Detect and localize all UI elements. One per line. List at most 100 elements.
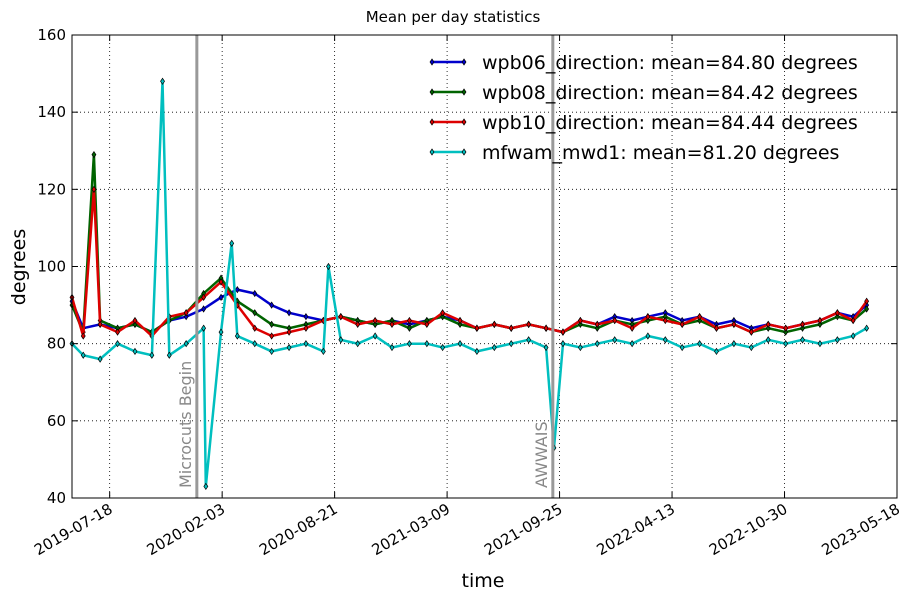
series-point-2 (80, 332, 86, 340)
series-point-2 (115, 328, 120, 336)
series-point-3 (372, 332, 378, 340)
series-point-3 (160, 77, 165, 85)
series-point-2 (389, 320, 395, 329)
series-point-3 (440, 343, 446, 352)
series-point-1 (817, 320, 823, 329)
series-point-3 (234, 332, 240, 340)
series-point-1 (91, 150, 97, 159)
series-point-1 (864, 305, 870, 313)
series-point-3 (80, 351, 86, 359)
series-point-1 (440, 313, 446, 321)
series-point-3 (508, 340, 514, 348)
x-tick-label: 2020-08-21 (256, 500, 341, 559)
series-point-1 (645, 316, 651, 325)
series-point-1 (783, 328, 789, 336)
x-tick-label: 2019-07-18 (31, 500, 116, 559)
series-point-2 (440, 309, 446, 317)
series-point-2 (662, 316, 668, 325)
series-point-3 (424, 340, 430, 348)
series-point-0 (286, 309, 292, 317)
legend-label-0: wpb06_direction: mean=84.80 degrees (482, 52, 858, 74)
series-point-0 (183, 313, 189, 321)
series-point-3 (560, 340, 566, 348)
legend-marker-2 (429, 118, 435, 126)
series-point-3 (834, 336, 840, 344)
series-point-2 (526, 320, 532, 329)
series-point-0 (252, 289, 258, 298)
legend-label-2: wpb10_direction: mean=84.44 degrees (482, 112, 858, 134)
x-tick-label: 2022-04-13 (594, 500, 679, 559)
series-point-3 (355, 340, 361, 348)
series-point-2 (424, 320, 430, 329)
series-point-3 (783, 340, 789, 348)
series-point-1 (252, 309, 258, 317)
series-point-2 (286, 328, 292, 336)
chart-title: Mean per day statistics (366, 8, 541, 26)
event-label-0: Microcuts Begin (176, 361, 195, 488)
series-point-2 (201, 293, 207, 301)
legend-marker-0 (429, 58, 435, 66)
series-point-2 (783, 324, 789, 332)
y-tick-label: 160 (37, 26, 66, 44)
series-point-1 (269, 320, 275, 329)
series-point-3 (389, 343, 395, 352)
series-point-3 (850, 332, 856, 340)
series-point-2 (645, 313, 651, 321)
series-point-3 (149, 351, 155, 359)
series-point-2 (457, 316, 463, 325)
series-point-2 (132, 316, 138, 325)
series-point-2 (714, 324, 719, 332)
series-point-3 (97, 355, 103, 363)
y-tick-label: 140 (37, 103, 66, 121)
series-point-2 (338, 313, 344, 321)
series-point-3 (731, 340, 737, 348)
series-point-3 (577, 343, 583, 352)
y-axis-label: degrees (8, 229, 30, 305)
y-tick-label: 60 (47, 412, 66, 430)
series-point-3 (491, 343, 497, 352)
series-point-2 (697, 313, 703, 321)
legend-marker-3 (429, 148, 435, 156)
series-point-2 (864, 297, 870, 305)
series-point-3 (252, 340, 258, 348)
series-point-2 (543, 324, 549, 332)
series-point-0 (303, 313, 309, 321)
series-point-1 (697, 316, 703, 325)
series-line-1 (70, 154, 868, 334)
series-point-1 (577, 320, 583, 329)
series-point-2 (218, 278, 224, 286)
x-tick-label: 2020-02-03 (144, 500, 229, 559)
series-point-3 (543, 343, 549, 352)
series-point-2 (850, 316, 856, 325)
series-point-3 (269, 347, 275, 356)
series-point-2 (355, 320, 361, 329)
series-point-3 (320, 347, 326, 356)
series-point-3 (286, 343, 292, 352)
series-point-2 (731, 320, 737, 329)
x-tick-label: 2023-05-18 (818, 500, 903, 559)
y-tick-label: 40 (47, 489, 66, 507)
series-point-3 (526, 336, 532, 344)
series-point-0 (201, 305, 207, 313)
series-point-3 (457, 340, 463, 348)
series-point-1 (372, 320, 378, 329)
series-point-3 (679, 343, 685, 352)
series-point-2 (679, 320, 685, 329)
series-point-2 (560, 328, 566, 336)
series-point-1 (800, 324, 805, 332)
series-point-3 (864, 324, 870, 332)
y-tick-label: 100 (37, 258, 66, 276)
series-point-3 (132, 347, 138, 356)
series-point-2 (748, 328, 754, 336)
legend-marker-1 (429, 88, 435, 96)
series-point-2 (577, 316, 583, 325)
series-point-3 (229, 239, 235, 247)
series-point-3 (748, 343, 754, 352)
series-point-2 (817, 316, 823, 325)
series-point-3 (183, 340, 189, 348)
series-point-1 (407, 324, 412, 332)
plot-area: Microcuts Begin AWWAIS 40 60 80 100 120 140 160 2… (31, 26, 903, 559)
series-point-3 (697, 340, 703, 348)
legend-label-3: mfwam_mwd1: mean=81.20 degrees (482, 142, 839, 164)
series-point-2 (372, 316, 378, 325)
